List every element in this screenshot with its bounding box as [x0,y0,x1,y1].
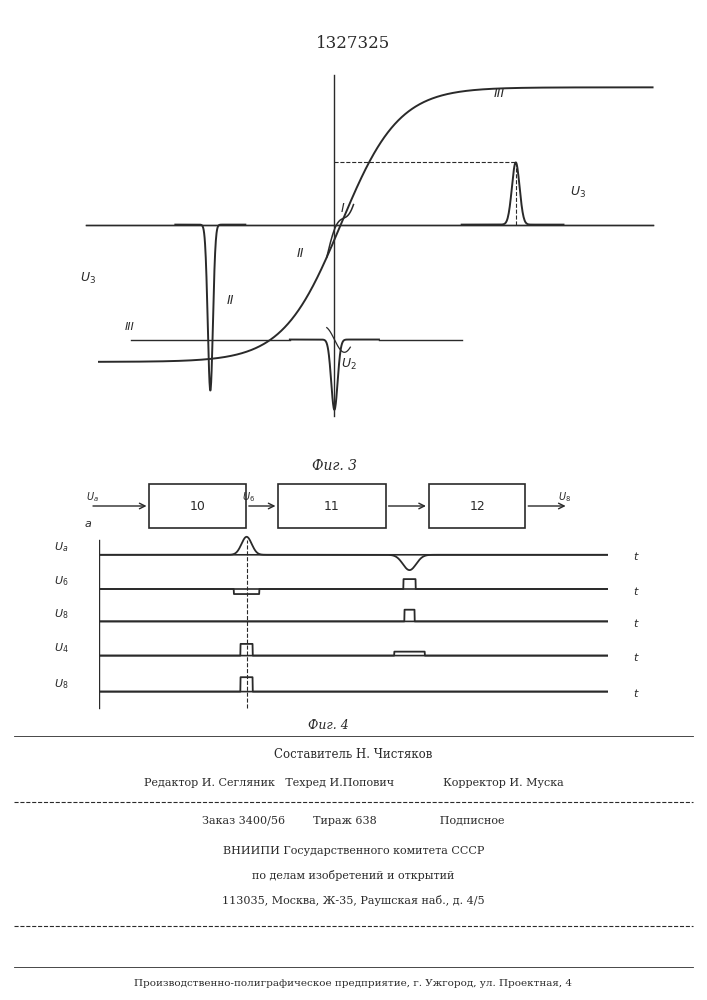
Text: $U_6$: $U_6$ [54,574,69,588]
Text: по делам изобретений и открытий: по делам изобретений и открытий [252,870,455,881]
Text: Составитель Н. Чистяков: Составитель Н. Чистяков [274,748,433,761]
Bar [428,484,525,528]
Text: 12: 12 [469,499,485,512]
Text: 10: 10 [189,499,206,512]
Text: 113035, Москва, Ж-35, Раушская наб., д. 4/5: 113035, Москва, Ж-35, Раушская наб., д. … [222,895,485,906]
Bar [279,484,386,528]
Text: 1327325: 1327325 [316,34,391,51]
Text: a: a [85,519,92,529]
Text: $U_8$: $U_8$ [54,677,69,691]
Text: $U_3$: $U_3$ [80,271,96,286]
Text: t: t [633,587,638,597]
Text: $U_8$: $U_8$ [558,490,571,504]
Text: ВНИИПИ Государственного комитета СССР: ВНИИПИ Государственного комитета СССР [223,846,484,856]
Text: Фиг. 3: Фиг. 3 [312,459,357,473]
Text: II: II [226,294,234,307]
Text: Редактор И. Сегляник   Техред И.Попович              Корректор И. Муска: Редактор И. Сегляник Техред И.Попович Ко… [144,778,563,788]
Text: t: t [633,552,638,562]
Text: $U_a$: $U_a$ [54,540,69,554]
Text: I: I [341,202,344,215]
Text: t: t [633,689,638,699]
Text: III: III [124,322,134,332]
Text: Фиг. 4: Фиг. 4 [308,719,349,732]
Text: II: II [296,247,304,260]
Text: $U_4$: $U_4$ [54,641,69,655]
Text: t: t [633,653,638,663]
Bar [149,484,246,528]
Text: 11: 11 [324,499,340,512]
Text: $U_8$: $U_8$ [54,607,69,621]
Text: Производственно-полиграфическое предприятие, г. Ужгород, ул. Проектная, 4: Производственно-полиграфическое предприя… [134,979,573,988]
Text: $U_3$: $U_3$ [570,185,586,200]
Text: $U_2$: $U_2$ [341,357,356,372]
Text: t: t [633,619,638,629]
Text: Заказ 3400/56        Тираж 638                  Подписное: Заказ 3400/56 Тираж 638 Подписное [202,816,505,826]
Text: $U_6$: $U_6$ [242,490,255,504]
Text: III: III [493,87,505,100]
Text: $U_a$: $U_a$ [86,490,99,504]
